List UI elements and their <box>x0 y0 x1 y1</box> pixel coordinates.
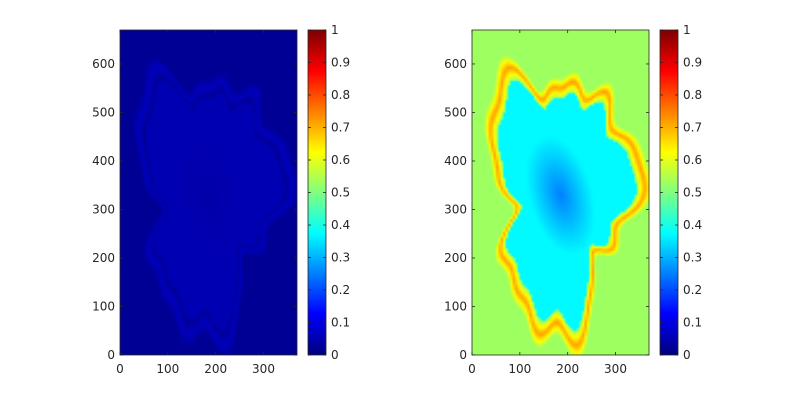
left-y-tick-label: 100 <box>92 299 115 313</box>
left-heatmap-image <box>120 30 297 355</box>
right-colorbar: 0 0.1 0.2 0.3 0.4 0.5 0.6 0.7 0.8 0.9 1 <box>659 23 702 362</box>
left-heatmap-plot: 0 100 200 300 0 100 200 300 400 500 600 <box>92 29 298 376</box>
right-colorbar-tick-label: 0.6 <box>683 153 702 167</box>
right-y-tick-label: 100 <box>444 299 467 313</box>
left-y-tick-label: 0 <box>107 348 115 362</box>
left-plot-frame <box>119 29 298 356</box>
right-plot-frame <box>471 29 650 356</box>
right-axes: 0 100 200 300 0 100 200 300 400 500 600 <box>444 30 649 376</box>
right-colorbar-tick-label: 0.8 <box>683 88 702 102</box>
left-colorbar-tick-label: 0 <box>331 348 339 362</box>
left-colorbar-tick-label: 0.8 <box>331 88 350 102</box>
right-y-tick-label: 600 <box>444 57 467 71</box>
right-heatmap-image <box>472 30 649 355</box>
left-colorbar-tick-label: 0.3 <box>331 251 350 265</box>
right-colorbar-tick-label: 0.9 <box>683 56 702 70</box>
right-x-tick-label: 300 <box>604 362 627 376</box>
right-x-tick-label: 200 <box>556 362 579 376</box>
right-colorbar-ticks: 0 0.1 0.2 0.3 0.4 0.5 0.6 0.7 0.8 0.9 1 <box>660 23 702 362</box>
left-axes: 0 100 200 300 0 100 200 300 400 500 600 <box>92 30 297 376</box>
left-colorbar-tick-label: 0.5 <box>331 186 350 200</box>
right-colorbar-tick-label: 0.4 <box>683 218 702 232</box>
left-colorbar-tick-label: 1 <box>331 23 339 37</box>
right-colorbar-gradient <box>660 30 678 355</box>
right-x-tick-label: 0 <box>468 362 476 376</box>
right-y-tick-label: 400 <box>444 154 467 168</box>
left-colorbar-tick-label: 0.1 <box>331 316 350 330</box>
right-colorbar-tick-label: 0.3 <box>683 251 702 265</box>
left-y-tick-label: 600 <box>92 57 115 71</box>
right-y-tick-label: 300 <box>444 202 467 216</box>
left-x-tick-label: 100 <box>156 362 179 376</box>
left-x-tick-label: 300 <box>252 362 275 376</box>
left-y-tick-label: 400 <box>92 154 115 168</box>
left-colorbar-tick-label: 0.9 <box>331 56 350 70</box>
left-x-tick-label: 200 <box>204 362 227 376</box>
left-colorbar: 0 0.1 0.2 0.3 0.4 0.5 0.6 0.7 0.8 0.9 1 <box>307 23 350 362</box>
left-panel: 0 100 200 300 0 100 200 300 400 500 600 0 0.1 0.2 0.3… <box>92 23 350 376</box>
right-colorbar-tick-label: 0.1 <box>683 316 702 330</box>
right-colorbar-tick-label: 0 <box>683 348 691 362</box>
left-y-tick-label: 500 <box>92 105 115 119</box>
left-colorbar-gradient <box>308 30 326 355</box>
right-y-tick-label: 500 <box>444 105 467 119</box>
left-y-tick-label: 200 <box>92 251 115 265</box>
right-y-tick-label: 200 <box>444 251 467 265</box>
left-colorbar-tick-label: 0.6 <box>331 153 350 167</box>
right-colorbar-tick-label: 0.5 <box>683 186 702 200</box>
left-colorbar-tick-label: 0.4 <box>331 218 350 232</box>
left-x-tick-label: 0 <box>116 362 124 376</box>
left-colorbar-tick-label: 0.2 <box>331 283 350 297</box>
right-heatmap-plot: 0 100 200 300 0 100 200 300 400 500 600 <box>444 29 650 376</box>
left-colorbar-tick-label: 0.7 <box>331 121 350 135</box>
right-colorbar-tick-label: 0.7 <box>683 121 702 135</box>
right-y-tick-label: 0 <box>459 348 467 362</box>
right-colorbar-tick-label: 0.2 <box>683 283 702 297</box>
right-colorbar-tick-label: 1 <box>683 23 691 37</box>
right-panel: 0 100 200 300 0 100 200 300 400 500 600 0 0.1 0.2 0.3… <box>444 23 702 376</box>
left-y-tick-label: 300 <box>92 202 115 216</box>
left-colorbar-ticks: 0 0.1 0.2 0.3 0.4 0.5 0.6 0.7 0.8 0.9 1 <box>308 23 350 362</box>
right-x-tick-label: 100 <box>508 362 531 376</box>
